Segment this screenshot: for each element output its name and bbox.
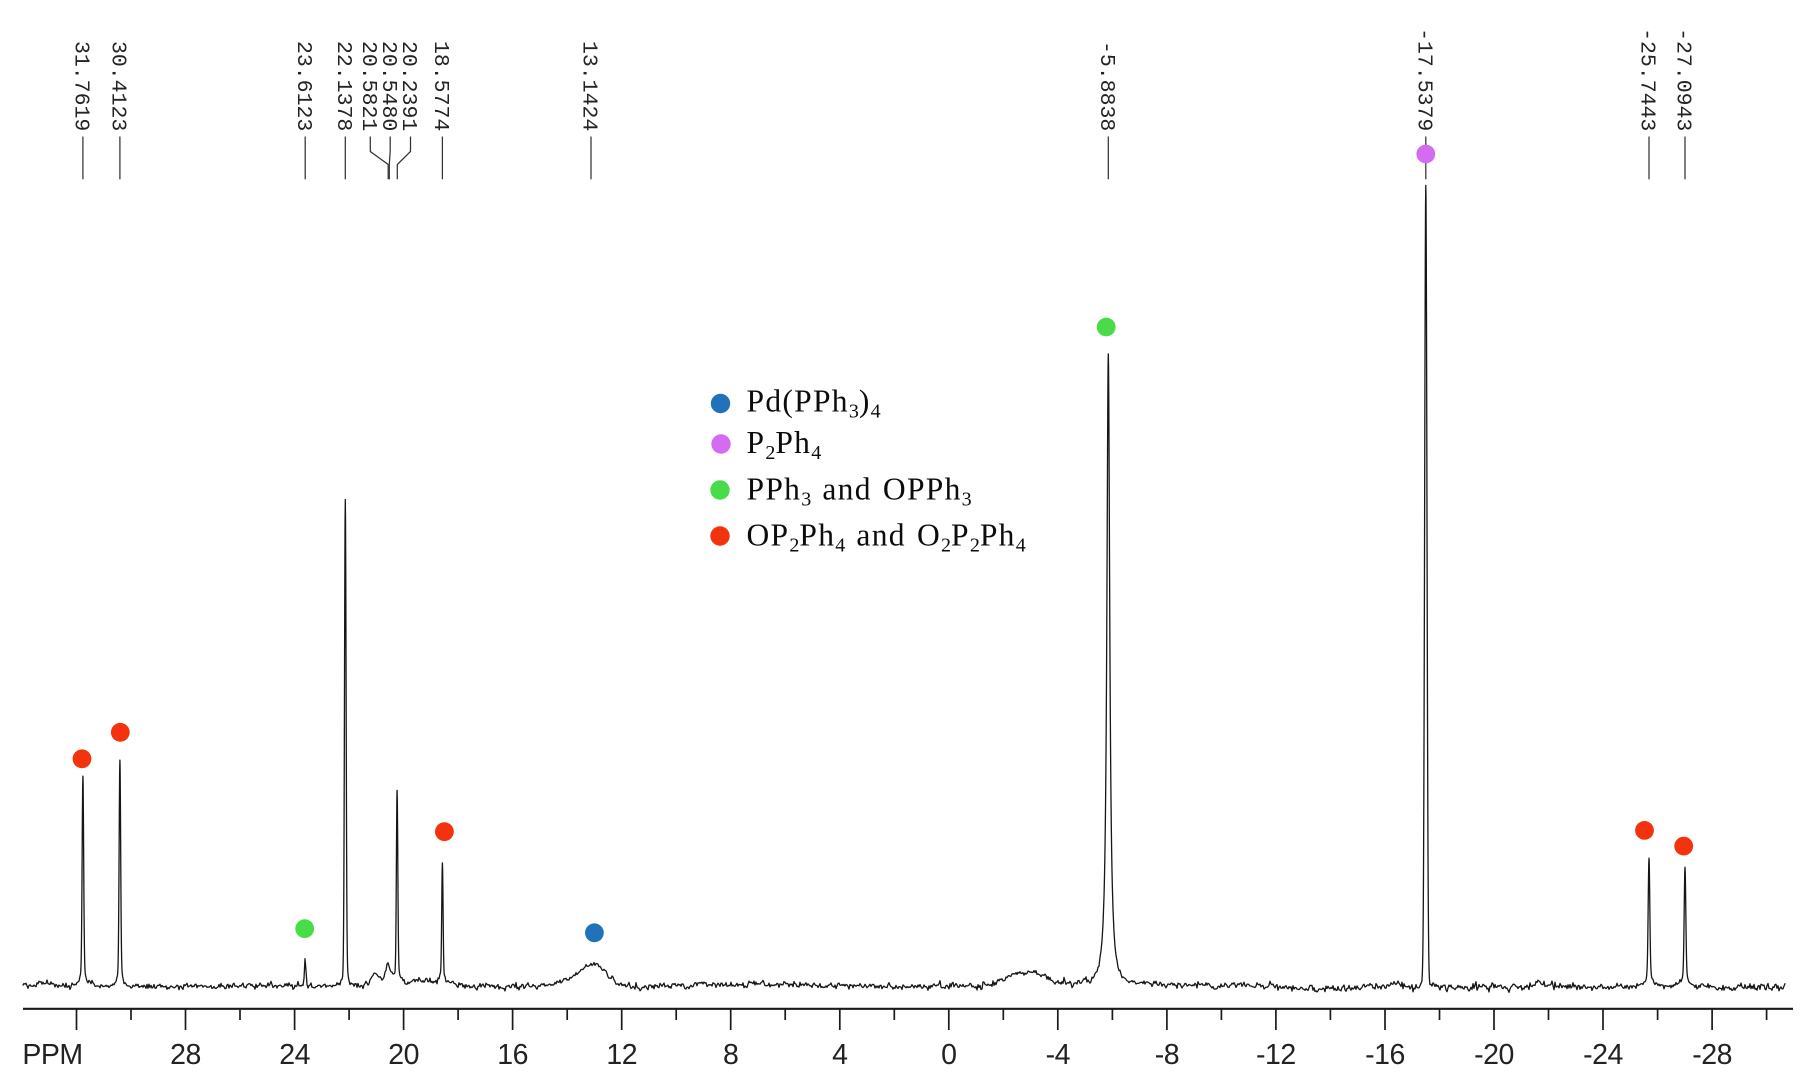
svg-text:-5.8838: -5.8838	[1094, 41, 1118, 131]
svg-text:-25.7443: -25.7443	[1635, 28, 1659, 131]
svg-text:Pd(PPh3​)4​: Pd(PPh3​)4​	[747, 384, 881, 423]
svg-text:-8: -8	[1155, 1039, 1179, 1071]
svg-text:PPh3​ and OPPh3​: PPh3​ and OPPh3​	[747, 472, 972, 511]
svg-text:-28: -28	[1692, 1039, 1732, 1071]
svg-text:-12: -12	[1256, 1039, 1296, 1071]
svg-text:20.5480: 20.5480	[376, 41, 400, 131]
svg-text:4: 4	[832, 1039, 848, 1071]
svg-text:-20: -20	[1474, 1039, 1514, 1071]
svg-text:P2​Ph4​: P2​Ph4​	[747, 425, 822, 464]
svg-text:OP2​Ph4​ and O2​P2​Ph4​: OP2​Ph4​ and O2​P2​Ph4​	[747, 518, 1026, 557]
svg-text:-4: -4	[1046, 1039, 1071, 1071]
svg-text:28: 28	[170, 1039, 201, 1071]
svg-text:-27.0943: -27.0943	[1671, 28, 1695, 131]
svg-text:0: 0	[941, 1039, 956, 1071]
svg-text:-17.5379: -17.5379	[1411, 28, 1435, 131]
svg-text:16: 16	[497, 1039, 528, 1071]
svg-text:31.7619: 31.7619	[69, 41, 93, 131]
svg-text:22.1378: 22.1378	[331, 41, 355, 131]
svg-text:20.2391: 20.2391	[396, 41, 420, 131]
svg-text:23.6123: 23.6123	[291, 41, 315, 131]
svg-text:-16: -16	[1365, 1039, 1405, 1071]
svg-text:20: 20	[388, 1039, 419, 1071]
svg-text:30.4123: 30.4123	[106, 41, 130, 131]
svg-text:-24: -24	[1583, 1039, 1623, 1071]
svg-text:18.5774: 18.5774	[428, 41, 452, 131]
svg-text:13.1424: 13.1424	[577, 41, 601, 131]
svg-text:PPM: PPM	[22, 1039, 82, 1071]
svg-text:8: 8	[723, 1039, 738, 1071]
svg-text:12: 12	[606, 1039, 637, 1071]
svg-text:24: 24	[279, 1039, 310, 1071]
svg-text:20.5821: 20.5821	[356, 41, 380, 131]
